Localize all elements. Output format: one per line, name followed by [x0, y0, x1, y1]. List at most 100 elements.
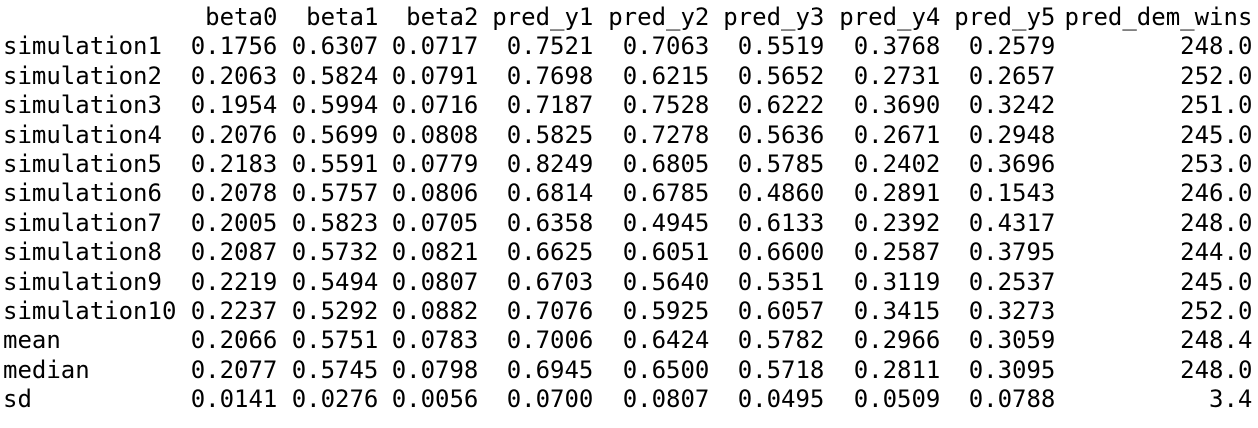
- table-cell: 0.2537: [968, 267, 1056, 296]
- table-cell: 0.3059: [968, 326, 1056, 355]
- table-row: simulation7 0.2005 0.5823 0.0705 0.6358 0.494…: [3, 209, 1252, 238]
- table-row: simulation3 0.1954 0.5994 0.0716 0.7187 0.752…: [3, 91, 1252, 120]
- table-cell: 0.0705: [391, 208, 479, 237]
- row-label: simulation10: [3, 297, 177, 326]
- column-header: beta0: [205, 3, 278, 31]
- table-cell: 3.4: [1209, 385, 1253, 414]
- table-cell: 0.6215: [622, 61, 710, 90]
- table-cell: 0.0276: [291, 385, 379, 414]
- row-label: sd: [3, 385, 32, 414]
- table-cell: 0.6625: [506, 238, 594, 267]
- table-cell: 0.2237: [190, 297, 278, 326]
- table-row: simulation8 0.2087 0.5732 0.0821 0.6625 0.605…: [3, 238, 1252, 267]
- table-cell: 0.5494: [291, 267, 379, 296]
- column-header: pred_y4: [839, 3, 941, 31]
- table-cell: 0.0882: [391, 297, 479, 326]
- table-cell: 0.2966: [853, 326, 941, 355]
- table-row: simulation10 0.2237 0.5292 0.0882 0.7076 0.59…: [3, 297, 1252, 326]
- table-cell: 245.0: [1180, 120, 1253, 149]
- row-label: simulation5: [3, 150, 162, 179]
- table-cell: 244.0: [1180, 238, 1253, 267]
- table-cell: 0.6945: [506, 355, 594, 384]
- table-cell: 0.2183: [190, 150, 278, 179]
- table-cell: 0.0808: [391, 120, 479, 149]
- table-cell: 0.2891: [853, 179, 941, 208]
- table-cell: 0.2587: [853, 238, 941, 267]
- table-cell: 0.3242: [968, 91, 1056, 120]
- table-cell: 0.6814: [506, 179, 594, 208]
- table-cell: 0.0716: [391, 91, 479, 120]
- table-cell: 0.1954: [190, 91, 278, 120]
- table-cell: 0.2005: [190, 208, 278, 237]
- table-cell: 248.0: [1180, 355, 1253, 384]
- table-cell: 0.6057: [737, 297, 825, 326]
- table-cell: 0.0791: [391, 61, 479, 90]
- table-cell: 0.2087: [190, 238, 278, 267]
- table-cell: 0.5591: [291, 150, 379, 179]
- table-cell: 0.5824: [291, 61, 379, 90]
- table-cell: 0.8249: [506, 150, 594, 179]
- table-cell: 0.5823: [291, 208, 379, 237]
- table-cell: 0.1543: [968, 179, 1056, 208]
- table-cell: 0.3095: [968, 355, 1056, 384]
- table-cell: 0.5757: [291, 179, 379, 208]
- table-cell: 0.0806: [391, 179, 479, 208]
- table-cell: 0.6424: [622, 326, 710, 355]
- table-cell: 0.7698: [506, 61, 594, 90]
- table-cell: 252.0: [1180, 61, 1253, 90]
- table-cell: 0.5825: [506, 120, 594, 149]
- table-cell: 0.6307: [291, 32, 379, 61]
- table-cell: 0.7063: [622, 32, 710, 61]
- table-cell: 0.5718: [737, 355, 825, 384]
- table-cell: 0.2731: [853, 61, 941, 90]
- table-cell: 0.5925: [622, 297, 710, 326]
- table-cell: 0.6500: [622, 355, 710, 384]
- table-cell: 0.1756: [190, 32, 278, 61]
- row-label: mean: [3, 326, 61, 355]
- column-header: beta1: [306, 3, 379, 31]
- table-cell: 0.6785: [622, 179, 710, 208]
- table-cell: 0.5699: [291, 120, 379, 149]
- table-row: simulation9 0.2219 0.5494 0.0807 0.6703 0.564…: [3, 268, 1252, 297]
- table-cell: 0.0779: [391, 150, 479, 179]
- table-cell: 0.0788: [968, 385, 1056, 414]
- row-label: simulation3: [3, 91, 162, 120]
- table-cell: 0.0807: [391, 267, 479, 296]
- table-cell: 0.0783: [391, 326, 479, 355]
- table-cell: 0.6358: [506, 208, 594, 237]
- table-cell: 0.2077: [190, 355, 278, 384]
- table-cell: 0.5351: [737, 267, 825, 296]
- table-cell: 0.2063: [190, 61, 278, 90]
- table-cell: 248.4: [1180, 326, 1253, 355]
- row-label: simulation4: [3, 120, 162, 149]
- table-cell: 0.5785: [737, 150, 825, 179]
- table-cell: 0.5292: [291, 297, 379, 326]
- table-cell: 0.2066: [190, 326, 278, 355]
- table-cell: 0.3696: [968, 150, 1056, 179]
- row-label: simulation8: [3, 238, 162, 267]
- table-cell: 0.7278: [622, 120, 710, 149]
- table-cell: 0.0509: [853, 385, 941, 414]
- row-name-header: [3, 3, 190, 32]
- table-cell: 0.7006: [506, 326, 594, 355]
- column-header: beta2: [406, 3, 479, 31]
- row-label: median: [3, 355, 90, 384]
- table-cell: 0.0821: [391, 238, 479, 267]
- table-row: simulation2 0.2063 0.5824 0.0791 0.7698 0.621…: [3, 62, 1252, 91]
- table-cell: 0.2657: [968, 61, 1056, 90]
- table-cell: 0.3768: [853, 32, 941, 61]
- table-row: sd 0.0141 0.0276 0.0056 0.0700 0.0807 0.0495 0.…: [3, 385, 1252, 414]
- table-cell: 0.5519: [737, 32, 825, 61]
- table-cell: 0.2219: [190, 267, 278, 296]
- table-cell: 0.5732: [291, 238, 379, 267]
- console-output: beta0 beta1 beta2 pred_y1 pred_y2 pred_y…: [3, 3, 1252, 415]
- table-cell: 0.2671: [853, 120, 941, 149]
- row-label: simulation6: [3, 179, 162, 208]
- table-cell: 0.6600: [737, 238, 825, 267]
- table-cell: 0.4317: [968, 208, 1056, 237]
- table-cell: 0.0141: [190, 385, 278, 414]
- table-cell: 0.0056: [391, 385, 479, 414]
- column-header: pred_y3: [723, 3, 825, 31]
- table-cell: 0.2811: [853, 355, 941, 384]
- table-cell: 0.3415: [853, 297, 941, 326]
